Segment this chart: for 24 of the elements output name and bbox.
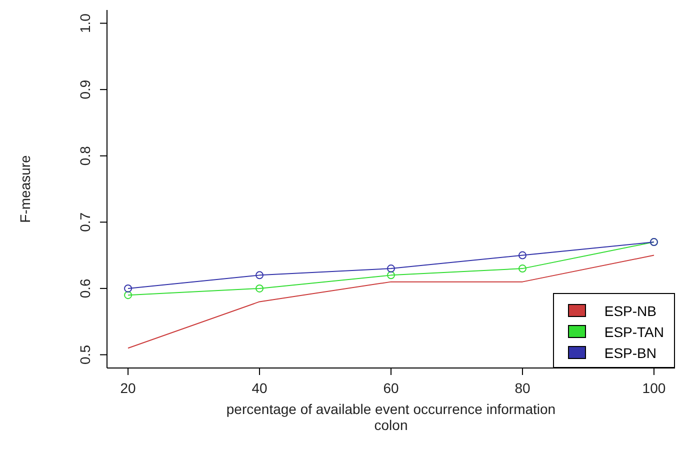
x-axis-title: percentage of available event occurrence information colon <box>225 401 557 433</box>
point <box>124 291 132 300</box>
legend-label: ESP-NB <box>604 302 656 318</box>
y-tick-label: 0.6 <box>77 278 93 298</box>
point <box>387 264 395 273</box>
y-tick-label: 0.9 <box>77 80 93 100</box>
point <box>518 264 526 273</box>
x-tick-label: 20 <box>120 380 136 396</box>
y-tick-label: 0.8 <box>77 146 93 166</box>
point <box>256 284 264 292</box>
legend-label: ESP-BN <box>604 344 656 360</box>
y-tick-label: 0.7 <box>77 212 93 232</box>
point <box>518 251 526 260</box>
y-tick-label: 1.0 <box>77 13 93 33</box>
y-axis-title: F-measure <box>17 155 33 223</box>
x-tick-label: 40 <box>252 380 268 396</box>
x-tick-label: 100 <box>642 380 666 396</box>
legend-label: ESP-TAN <box>604 324 664 340</box>
point <box>256 271 264 280</box>
x-tick-label: 60 <box>383 380 399 396</box>
point <box>387 271 395 280</box>
y-tick-label: 0.5 <box>77 344 93 364</box>
point <box>124 284 132 292</box>
x-tick-label: 80 <box>514 380 530 396</box>
